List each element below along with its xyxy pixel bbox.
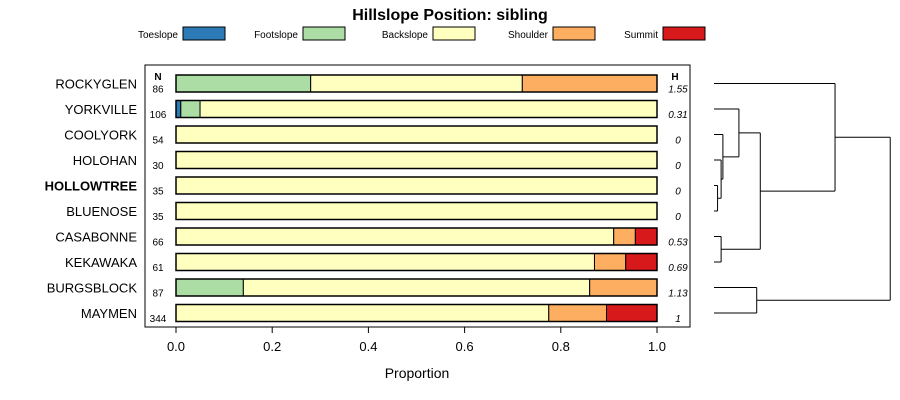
- n-value: 61: [152, 263, 164, 274]
- legend-label-footslope: Footslope: [254, 30, 298, 41]
- bar-segment-backslope: [310, 74, 523, 93]
- bar-segment-footslope: [175, 278, 244, 297]
- category-label: YORKVILLE: [65, 102, 138, 117]
- bar-outline: [175, 278, 658, 297]
- legend-label-summit: Summit: [624, 30, 658, 41]
- category-label: BURGSBLOCK: [47, 281, 138, 296]
- bar-segment-backslope: [242, 278, 591, 297]
- h-value: 0.53: [668, 238, 688, 249]
- legend: Toeslope Footslope Backslope Shoulder Summit: [138, 26, 706, 41]
- bar-segment-backslope: [175, 151, 658, 169]
- category-label: COOLYORK: [64, 128, 137, 143]
- bar-segment-summit: [605, 304, 658, 322]
- category-label: HOLOHAN: [73, 153, 137, 168]
- legend-swatch-footslope: [302, 26, 346, 41]
- bar-outline: [175, 201, 658, 221]
- x-tick-label: 0.8: [552, 339, 570, 354]
- bar-outline: [175, 125, 658, 144]
- h-value: 0: [675, 187, 681, 198]
- h-header: H: [671, 72, 678, 83]
- x-tick-label: 1.0: [648, 339, 666, 354]
- legend-swatch-summit: [662, 26, 706, 41]
- h-value: 1.13: [668, 289, 688, 300]
- category-label: BLUENOSE: [66, 204, 137, 219]
- legend-label-shoulder: Shoulder: [508, 30, 549, 41]
- category-label: MAYMEN: [81, 306, 137, 321]
- n-header: N: [154, 72, 161, 83]
- bar-segment-footslope: [180, 100, 201, 118]
- h-value: 0: [675, 136, 681, 147]
- x-axis: 0.0 0.2 0.4 0.6 0.8 1.0: [167, 327, 666, 354]
- h-value: 0: [675, 212, 681, 223]
- legend-swatch-shoulder: [552, 26, 596, 41]
- category-label: CASABONNE: [55, 230, 137, 245]
- bar-outline: [175, 150, 658, 170]
- bar-segment-shoulder: [589, 278, 658, 297]
- bar-segment-backslope: [175, 202, 658, 220]
- legend-label-backslope: Backslope: [382, 30, 429, 41]
- bar-outline: [175, 227, 658, 246]
- category-label: ROCKYGLEN: [55, 77, 137, 92]
- n-value: 344: [150, 314, 167, 325]
- bar-segment-shoulder: [593, 253, 627, 271]
- legend-swatch-backslope: [432, 26, 476, 41]
- chart-title: Hillslope Position: sibling: [352, 7, 548, 24]
- x-tick-label: 0.4: [359, 339, 377, 354]
- dendrogram: [714, 83, 891, 314]
- n-value: 66: [152, 238, 164, 249]
- n-value: 35: [152, 212, 164, 223]
- bar-segment-backslope: [175, 304, 550, 322]
- h-value: 1.55: [668, 85, 688, 96]
- bar-segment-shoulder: [548, 304, 607, 322]
- bar-segment-footslope: [175, 74, 312, 93]
- bar-outline: [175, 99, 658, 119]
- n-value: 30: [152, 161, 164, 172]
- bar-rows: ROCKYGLEN 86 1.55 YORKVILLE 106 0.31 COOLYORK 5…: [45, 74, 688, 325]
- bar-segment-shoulder: [613, 227, 636, 246]
- category-label: KEKAWAKA: [65, 255, 137, 270]
- bar-segment-summit: [634, 227, 658, 246]
- bar-segment-summit: [625, 253, 658, 271]
- n-value: 87: [152, 289, 164, 300]
- bar-outline: [175, 252, 658, 272]
- x-axis-label: Proportion: [385, 365, 450, 381]
- category-label: HOLLOWTREE: [45, 179, 138, 194]
- bar-segment-shoulder: [521, 74, 658, 93]
- legend-label-toeslope: Toeslope: [138, 30, 178, 41]
- bar-segment-backslope: [175, 176, 658, 195]
- bar-outline: [175, 74, 658, 93]
- plot-frame: [144, 64, 691, 328]
- bar-outline: [175, 303, 658, 323]
- x-tick-label: 0.0: [167, 339, 185, 354]
- h-value: 1: [675, 314, 681, 325]
- n-value: 35: [152, 187, 164, 198]
- n-value: 106: [150, 110, 167, 121]
- n-value: 86: [152, 85, 164, 96]
- h-value: 0: [675, 161, 681, 172]
- x-tick-label: 0.2: [263, 339, 281, 354]
- legend-swatch-toeslope: [182, 26, 226, 41]
- h-value: 0.31: [668, 110, 687, 121]
- n-value: 54: [152, 136, 164, 147]
- bar-outline: [175, 176, 658, 195]
- bar-segment-backslope: [175, 125, 658, 144]
- bar-segment-backslope: [175, 227, 615, 246]
- bar-segment-backslope: [175, 253, 595, 271]
- bar-segment-backslope: [199, 100, 658, 118]
- x-tick-label: 0.6: [456, 339, 474, 354]
- h-value: 0.69: [668, 263, 688, 274]
